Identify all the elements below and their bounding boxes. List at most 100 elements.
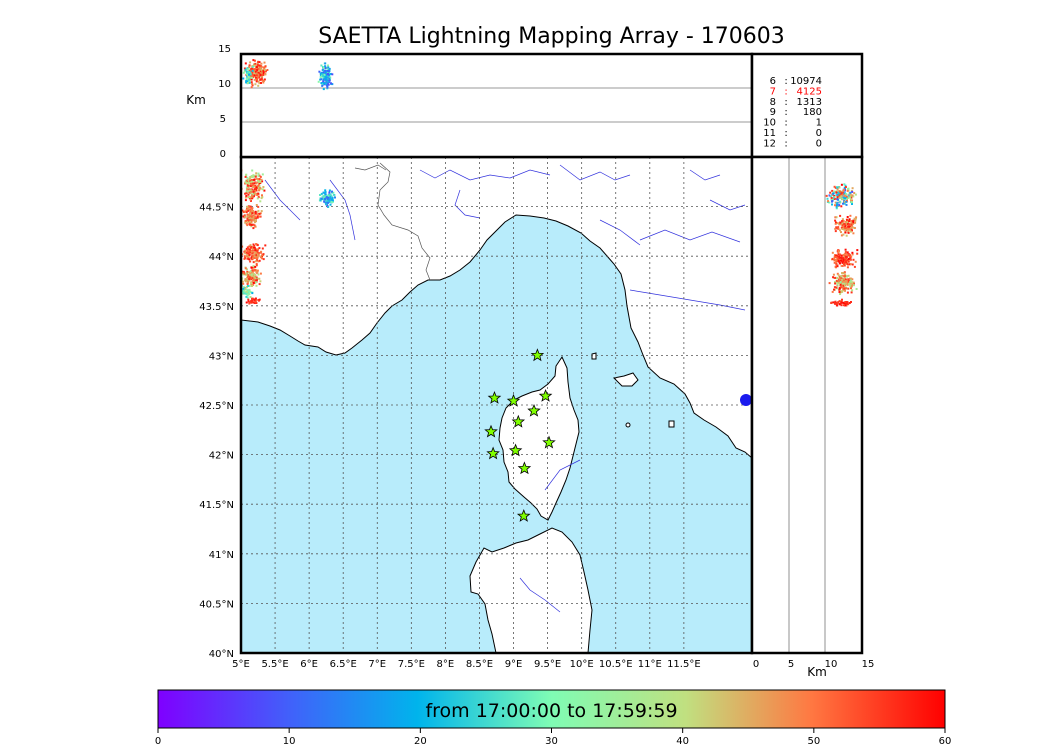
lightning-source <box>323 194 326 197</box>
lightning-source <box>257 196 260 199</box>
lightning-source <box>331 73 334 76</box>
lightning-source <box>255 243 258 245</box>
lightning-source <box>842 286 845 289</box>
lightning-source <box>259 255 262 258</box>
lightning-source <box>259 70 262 73</box>
lightning-source <box>248 81 251 84</box>
lightning-source <box>247 293 250 296</box>
lightning-source <box>253 246 256 249</box>
lightning-source <box>253 256 256 259</box>
lightning-source <box>327 196 330 199</box>
lightning-source <box>833 259 836 262</box>
lightning-source <box>245 211 248 213</box>
lightning-source <box>845 282 848 285</box>
lightning-source <box>324 195 327 198</box>
lightning-source <box>853 227 856 229</box>
lightning-source <box>245 182 248 184</box>
lightning-source <box>847 195 850 198</box>
lightning-source <box>844 186 847 188</box>
lightning-source <box>838 291 841 293</box>
station-markers <box>484 348 556 522</box>
lightning-source <box>324 189 327 192</box>
lightning-source <box>246 213 249 216</box>
lightning-source <box>252 275 255 278</box>
lightning-source <box>257 84 260 87</box>
lightning-source <box>835 303 838 306</box>
lightning-source <box>843 271 846 274</box>
lightning-source <box>255 264 258 267</box>
lightning-source <box>829 191 832 194</box>
lightning-source <box>246 67 249 70</box>
side-tick-10: 10 <box>825 659 838 670</box>
lat-tick-label: 44.5°N <box>199 203 234 214</box>
lightning-source <box>254 301 257 303</box>
lightning-source <box>329 72 332 75</box>
elba-island <box>612 372 639 387</box>
lightning-source <box>849 191 852 194</box>
lightning-source <box>851 225 854 228</box>
lightning-source <box>245 209 248 212</box>
lightning-source <box>262 186 265 188</box>
lightning-source <box>261 188 264 191</box>
lightning-source <box>833 261 836 264</box>
lightning-source <box>254 257 257 259</box>
lightning-source <box>829 194 832 197</box>
lightning-source <box>263 61 266 64</box>
alt-tick-15: 15 <box>218 44 231 55</box>
lightning-source <box>245 186 248 189</box>
lat-tick-labels: 40°N 40.5°N 41°N 41.5°N 42°N 42.5°N 43°N 43.5°N… <box>199 203 234 660</box>
lightning-source <box>249 244 252 247</box>
altitude-lightning-sources <box>242 59 334 91</box>
lightning-source <box>843 264 846 267</box>
lightning-source <box>249 260 252 263</box>
lightning-source <box>844 231 847 234</box>
station-star-icon <box>506 393 521 407</box>
lightning-source <box>246 246 249 249</box>
lightning-source <box>838 303 841 306</box>
lightning-source <box>247 285 249 287</box>
lightning-source <box>258 178 261 180</box>
lightning-source <box>249 246 252 249</box>
lat-tick-label: 41.5°N <box>199 500 234 511</box>
count-row-station-number: 11 <box>763 128 776 139</box>
lightning-source <box>319 199 322 202</box>
lightning-source <box>838 204 841 207</box>
lightning-source <box>843 263 845 266</box>
lightning-source <box>250 215 253 218</box>
lightning-source <box>254 249 257 252</box>
lightning-source <box>841 298 843 301</box>
lightning-source <box>329 203 332 206</box>
side-panel: 0 5 10 15 Km <box>750 155 874 679</box>
count-row-separator: : <box>784 107 787 118</box>
lightning-source <box>253 278 255 281</box>
lightning-source <box>836 227 839 230</box>
lightning-source <box>839 283 842 286</box>
alt-tick-5: 5 <box>220 114 226 125</box>
lightning-source <box>257 174 260 177</box>
lightning-source <box>243 290 246 293</box>
lightning-source <box>254 175 257 178</box>
lightning-source <box>840 231 842 234</box>
lightning-source <box>250 194 253 197</box>
lightning-source <box>846 278 849 281</box>
lightning-source <box>245 301 248 304</box>
lightning-source <box>838 300 841 303</box>
lightning-source <box>247 247 250 250</box>
lightning-source <box>251 179 254 182</box>
lightning-source <box>850 285 853 288</box>
lightning-source <box>853 265 856 268</box>
lightning-source <box>253 68 256 71</box>
lightning-source <box>850 229 853 232</box>
giglio-island <box>668 420 675 428</box>
lightning-source <box>254 273 257 276</box>
lightning-source <box>258 189 261 192</box>
lightning-source <box>263 68 266 71</box>
lat-tick-label: 40°N <box>209 649 234 660</box>
lightning-source <box>252 283 255 286</box>
lightning-source <box>242 282 245 285</box>
lightning-source <box>252 68 255 71</box>
lightning-source-cluster <box>740 394 752 406</box>
lightning-source <box>331 199 334 202</box>
lightning-source <box>325 74 328 77</box>
